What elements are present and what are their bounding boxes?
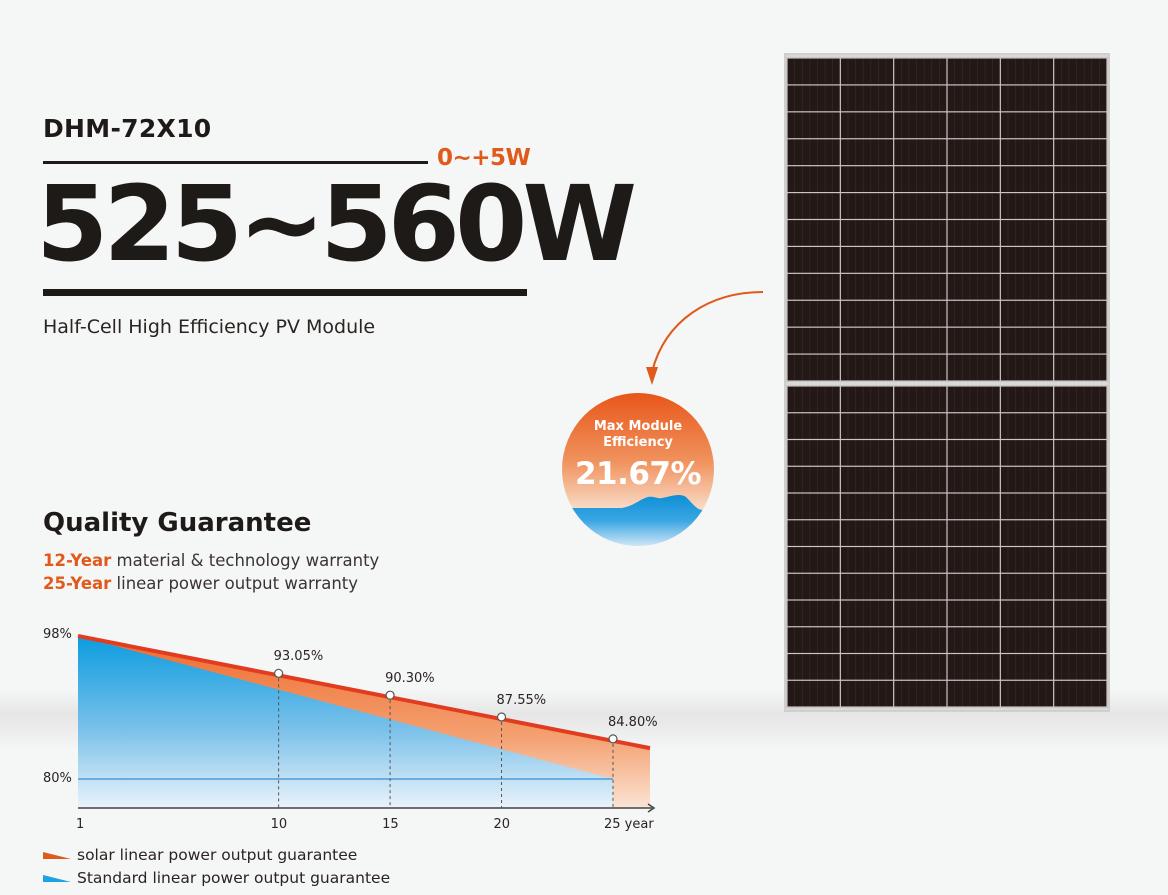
x-axis-tick: 25 year xyxy=(604,817,654,832)
model-name: DHM-72X10 xyxy=(43,114,212,143)
data-point-label: 93.05% xyxy=(273,649,324,665)
power-range: 525~560W xyxy=(36,163,637,285)
efficiency-badge xyxy=(562,393,714,546)
efficiency-label: Max Module Efficiency xyxy=(562,419,714,451)
data-point-label: 84.80% xyxy=(608,714,658,730)
warranty-line-power: 25-Year linear power output warranty xyxy=(43,574,358,593)
efficiency-label-line1: Max Module xyxy=(593,419,683,434)
header-divider-thin xyxy=(43,161,428,164)
legend-swatch-blue-icon xyxy=(43,875,71,882)
legend-label: solar linear power output guarantee xyxy=(77,846,358,864)
x-axis-tick: 20 xyxy=(493,817,511,832)
power-tolerance: 0~+5W xyxy=(437,145,531,171)
efficiency-label-line2: Efficiency xyxy=(603,435,673,450)
legend-item-solar: solar linear power output guarantee xyxy=(43,846,357,864)
product-subtitle: Half-Cell High Efficiency PV Module xyxy=(43,316,376,338)
legend-item-standard: Standard linear power output guarantee xyxy=(43,869,390,887)
y-axis-tick: 98% xyxy=(43,627,72,642)
data-point-label: 90.30% xyxy=(385,671,435,687)
warranty-years: 12-Year xyxy=(43,551,112,570)
warranty-years: 25-Year xyxy=(43,574,112,593)
efficiency-value: 21.67% xyxy=(574,456,702,492)
x-axis-tick: 10 xyxy=(270,817,288,832)
legend-swatch-orange-icon xyxy=(43,852,71,859)
solar-panel-bottom-half xyxy=(786,385,1108,708)
solar-panel-top-half xyxy=(786,57,1108,382)
warranty-line-material: 12-Year material & technology warranty xyxy=(43,551,379,570)
warranty-text: linear power output warranty xyxy=(111,574,359,593)
y-axis-tick: 80% xyxy=(43,771,72,786)
warranty-text: material & technology warranty xyxy=(111,551,380,570)
header-divider-thick xyxy=(43,289,527,296)
x-axis-tick: 1 xyxy=(76,817,85,832)
legend-label: Standard linear power output guarantee xyxy=(77,869,391,887)
quality-guarantee-title: Quality Guarantee xyxy=(43,508,312,538)
x-axis-tick: 15 xyxy=(382,817,399,832)
data-point-label: 87.55% xyxy=(496,693,547,709)
